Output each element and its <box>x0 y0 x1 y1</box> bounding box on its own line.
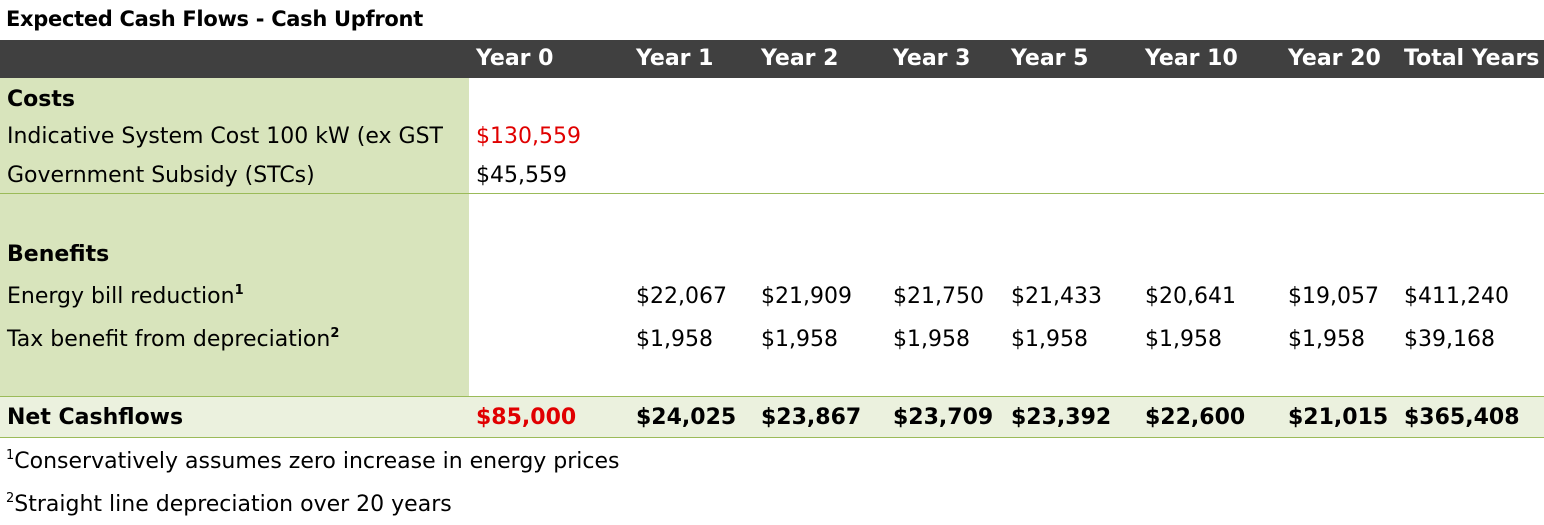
tax-year-2: $1,958 <box>761 327 838 352</box>
col-header-year-1: Year 1 <box>636 46 714 71</box>
net-year-10: $22,600 <box>1145 405 1246 430</box>
net-year-3: $23,709 <box>893 405 994 430</box>
energy-year-20: $19,057 <box>1288 284 1379 309</box>
footnote-1: 1Conservatively assumes zero increase in… <box>6 449 620 474</box>
section-divider <box>0 193 1544 194</box>
subsidy-year0: $45,559 <box>476 163 567 188</box>
col-header-year-2: Year 2 <box>761 46 839 71</box>
energy-year-5: $21,433 <box>1011 284 1102 309</box>
footnote-marker-1: 1 <box>234 283 244 298</box>
system-cost-label: Indicative System Cost 100 kW (ex GST <box>7 124 443 149</box>
energy-bill-label-text: Energy bill reduction <box>7 284 235 309</box>
column-header-bar <box>0 40 1544 78</box>
tax-benefit-label: Tax benefit from depreciation2 <box>7 327 339 352</box>
subsidy-label: Government Subsidy (STCs) <box>7 163 315 188</box>
net-year-20: $21,015 <box>1288 405 1389 430</box>
net-row-top-rule <box>0 396 1544 397</box>
footnote-2: 2Straight line depreciation over 20 year… <box>6 492 452 517</box>
system-cost-year0: $130,559 <box>476 124 581 149</box>
net-total: $365,408 <box>1404 405 1520 430</box>
tax-total: $39,168 <box>1404 327 1495 352</box>
costs-heading: Costs <box>7 87 75 112</box>
energy-bill-label: Energy bill reduction1 <box>7 284 244 309</box>
footnote-marker-2: 2 <box>330 326 340 341</box>
tax-year-20: $1,958 <box>1288 327 1365 352</box>
net-cashflows-row-background <box>0 397 1544 437</box>
net-row-bottom-rule <box>0 437 1544 438</box>
footnote-2-text: Straight line depreciation over 20 years <box>14 492 452 517</box>
energy-year-10: $20,641 <box>1145 284 1236 309</box>
col-header-year-10: Year 10 <box>1145 46 1238 71</box>
tax-year-10: $1,958 <box>1145 327 1222 352</box>
energy-year-1: $22,067 <box>636 284 727 309</box>
col-header-year-0: Year 0 <box>476 46 554 71</box>
footnote-1-text: Conservatively assumes zero increase in … <box>14 449 620 474</box>
footnote-1-marker: 1 <box>6 448 15 463</box>
benefits-heading: Benefits <box>7 242 110 267</box>
label-column-background <box>0 78 469 397</box>
col-header-year-3: Year 3 <box>893 46 971 71</box>
tax-year-5: $1,958 <box>1011 327 1088 352</box>
tax-benefit-label-text: Tax benefit from depreciation <box>7 327 331 352</box>
net-cashflows-label: Net Cashflows <box>7 405 184 430</box>
sheet-title: Expected Cash Flows - Cash Upfront <box>6 7 423 31</box>
col-header-total-years: Total Years <box>1404 46 1540 71</box>
net-year-1: $24,025 <box>636 405 737 430</box>
col-header-year-5: Year 5 <box>1011 46 1089 71</box>
energy-total: $411,240 <box>1404 284 1509 309</box>
net-year-0: $85,000 <box>476 405 577 430</box>
tax-year-1: $1,958 <box>636 327 713 352</box>
net-year-5: $23,392 <box>1011 405 1112 430</box>
energy-year-2: $21,909 <box>761 284 852 309</box>
energy-year-3: $21,750 <box>893 284 984 309</box>
net-year-2: $23,867 <box>761 405 862 430</box>
tax-year-3: $1,958 <box>893 327 970 352</box>
col-header-year-20: Year 20 <box>1288 46 1381 71</box>
footnote-2-marker: 2 <box>6 491 15 506</box>
